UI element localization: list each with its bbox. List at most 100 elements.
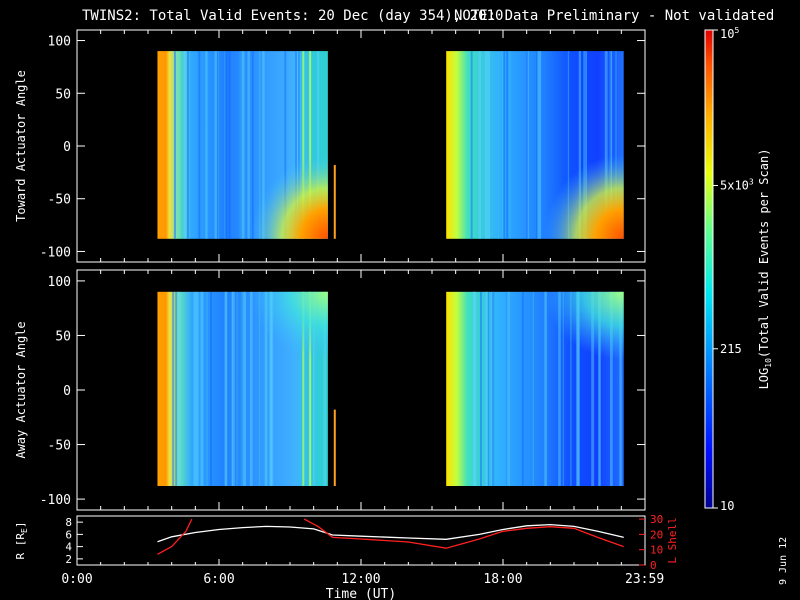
streak bbox=[486, 291, 488, 486]
streak bbox=[312, 291, 316, 486]
data-block-1 bbox=[157, 51, 328, 239]
colorbar-tick-label: 105 bbox=[720, 26, 739, 41]
streak bbox=[243, 291, 246, 486]
streak bbox=[522, 291, 524, 486]
streak bbox=[264, 291, 268, 486]
streak bbox=[210, 291, 212, 486]
y-tick-label-left: 2 bbox=[65, 553, 72, 566]
streak bbox=[473, 291, 474, 486]
y-tick-label-right: 20 bbox=[650, 528, 663, 541]
streak bbox=[576, 291, 579, 486]
streak bbox=[284, 51, 287, 239]
y-tick-label-left: 8 bbox=[65, 516, 72, 529]
streak bbox=[609, 51, 612, 239]
streak bbox=[472, 291, 476, 486]
preliminary-note: NOTE: Data Preliminary - Not validated bbox=[454, 8, 774, 24]
streak bbox=[173, 51, 176, 239]
x-axis-label: Time (UT) bbox=[326, 587, 396, 600]
streak bbox=[604, 51, 608, 239]
streak bbox=[506, 51, 509, 239]
bright-streak bbox=[309, 51, 312, 239]
streak bbox=[196, 291, 199, 486]
streak bbox=[295, 51, 298, 239]
y-tick-label-right: 10 bbox=[650, 544, 663, 557]
streak bbox=[243, 291, 245, 486]
streak bbox=[317, 51, 320, 239]
x-tick-label: 23:59 bbox=[625, 572, 664, 587]
streak bbox=[615, 51, 617, 239]
streak bbox=[216, 51, 219, 239]
streak bbox=[498, 51, 500, 239]
streak bbox=[262, 51, 265, 239]
streak bbox=[610, 51, 612, 239]
y-tick-label: -50 bbox=[48, 439, 71, 454]
streak bbox=[224, 291, 228, 486]
radius-line bbox=[157, 523, 624, 543]
streak bbox=[478, 51, 482, 239]
streak bbox=[614, 51, 616, 239]
streak bbox=[298, 51, 300, 239]
colorbar-frame bbox=[704, 29, 714, 509]
streak bbox=[560, 291, 563, 486]
streak bbox=[183, 51, 187, 239]
y-tick-label: 0 bbox=[63, 140, 71, 155]
streak bbox=[217, 51, 220, 239]
streak bbox=[241, 291, 243, 486]
colorbar-tick-label: 10 bbox=[720, 499, 734, 513]
streak bbox=[558, 291, 562, 486]
data-block-1 bbox=[157, 291, 328, 486]
y-axis-label-left: R [RE] bbox=[14, 522, 29, 560]
streak bbox=[224, 51, 226, 239]
spike-mark bbox=[333, 409, 336, 486]
streak bbox=[225, 51, 228, 239]
plot-date-stamp: 9 Jun 12 bbox=[778, 537, 789, 585]
streak bbox=[231, 291, 235, 486]
streak bbox=[228, 51, 231, 239]
streak bbox=[251, 51, 254, 239]
streak bbox=[487, 51, 490, 239]
streak bbox=[175, 291, 178, 486]
streak bbox=[188, 291, 190, 486]
streak bbox=[570, 291, 572, 486]
colorbar: 105 5x103 215 10 LOG10(Total Valid Events pe… bbox=[704, 26, 773, 513]
streak bbox=[470, 51, 473, 239]
streak bbox=[536, 51, 538, 239]
streak bbox=[583, 51, 586, 239]
toward-angle-panel: 100 50 0 -50 -100 Toward Actuator Angle bbox=[14, 29, 646, 263]
y-tick-label: 50 bbox=[55, 329, 71, 344]
streak bbox=[269, 291, 272, 486]
streak bbox=[577, 291, 580, 486]
streak bbox=[506, 291, 510, 486]
streak bbox=[259, 51, 261, 239]
streak bbox=[270, 291, 274, 486]
data-block-2 bbox=[446, 291, 624, 486]
y-tick-label-left: 4 bbox=[65, 541, 72, 554]
streak bbox=[584, 51, 587, 239]
colorbar-tick-label: 5x103 bbox=[720, 177, 754, 192]
y-tick-label: 0 bbox=[63, 384, 71, 399]
streak bbox=[250, 291, 253, 486]
y-axis-label-right: L Shell bbox=[666, 517, 679, 563]
streak bbox=[526, 51, 529, 239]
streak bbox=[187, 51, 190, 239]
y-axis-label: Toward Actuator Angle bbox=[14, 70, 28, 222]
streak bbox=[241, 51, 245, 239]
x-tick-label: 12:00 bbox=[341, 572, 380, 587]
y-axis-label: Away Actuator Angle bbox=[14, 321, 28, 458]
chart-title: TWINS2: Total Valid Events: 20 Dec (day … bbox=[82, 8, 503, 24]
l-shell-line bbox=[157, 518, 193, 555]
hot-corner bbox=[543, 154, 624, 239]
spike-mark bbox=[333, 164, 336, 239]
streak bbox=[193, 291, 197, 486]
cool-corner bbox=[251, 291, 328, 360]
streak bbox=[198, 51, 201, 239]
data-block-2 bbox=[446, 51, 624, 239]
x-tick-label: 6:00 bbox=[203, 572, 234, 587]
streak bbox=[269, 291, 271, 486]
streak bbox=[503, 51, 506, 239]
streak bbox=[484, 51, 488, 239]
y-tick-label: -100 bbox=[40, 245, 71, 260]
bright-streak bbox=[302, 291, 305, 486]
